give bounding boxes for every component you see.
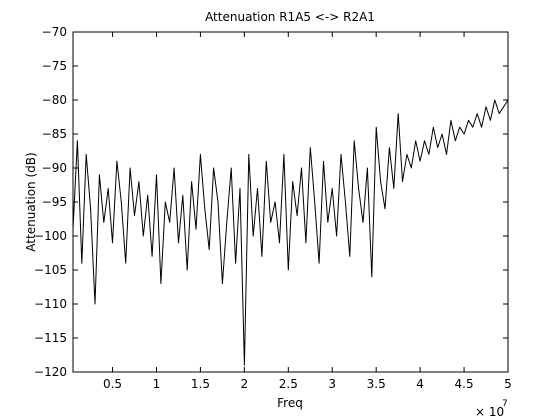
y-tick-label: −105 [34,263,67,277]
x-tick-label: 4 [416,377,424,391]
y-axis-label: Attenuation (dB) [24,152,38,251]
y-tick-label: −95 [42,195,67,209]
y-tick-label: −90 [42,161,67,175]
x-tick-label: 5 [504,377,512,391]
x-tick-label: 2 [241,377,249,391]
y-tick-label: −80 [42,93,67,107]
y-tick-label: −75 [42,59,67,73]
x-tick-label: 2.5 [279,377,298,391]
attenuation-series-line [72,99,509,366]
plot-area [72,31,509,373]
y-axis-ticks: −120 −115 −110 −105 −100 −95 −90 −85 −80 −75 −70 [34,25,508,379]
x-axis-ticks: 0.5 1 1.5 2 2.5 3 3.5 4 4.5 5 [103,32,512,391]
chart-title: Attenuation R1A5 <-> R2A1 [205,10,375,24]
x-tick-label: 1 [153,377,161,391]
x-multiplier-exponent: 7 [502,399,508,409]
x-tick-label: 3.5 [367,377,386,391]
y-tick-label: −115 [34,331,67,345]
x-tick-label: 3 [328,377,336,391]
y-tick-label: −85 [42,127,67,141]
y-tick-label: −100 [34,229,67,243]
y-tick-label: −70 [42,25,67,39]
y-tick-label: −120 [34,365,67,379]
x-axis-label: Freq [277,396,303,410]
x-tick-label: 0.5 [103,377,122,391]
x-tick-label: 1.5 [191,377,210,391]
y-tick-label: −110 [34,297,67,311]
x-tick-label: 4.5 [455,377,474,391]
x-multiplier-base: × 10 [475,405,504,419]
